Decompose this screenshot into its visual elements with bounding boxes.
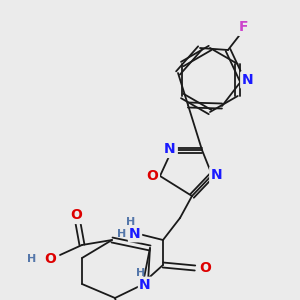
Text: O: O — [199, 261, 211, 275]
Text: N: N — [211, 168, 223, 182]
Text: N: N — [139, 278, 151, 292]
Text: O: O — [44, 252, 56, 266]
Text: O: O — [146, 169, 158, 183]
Text: H: H — [126, 217, 136, 227]
Text: H: H — [27, 254, 37, 264]
Text: N: N — [242, 73, 254, 87]
Text: F: F — [239, 20, 249, 34]
Text: H: H — [136, 268, 146, 278]
Text: N: N — [129, 227, 141, 241]
Text: H: H — [117, 229, 127, 239]
Text: N: N — [164, 142, 176, 156]
Text: O: O — [70, 208, 82, 222]
